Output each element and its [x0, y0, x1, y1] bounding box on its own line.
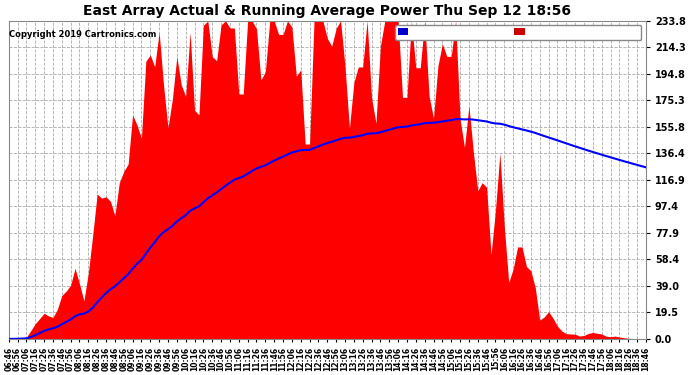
- Text: Copyright 2019 Cartronics.com: Copyright 2019 Cartronics.com: [9, 30, 157, 39]
- Legend: Average (DC Watts), East Array (DC Watts): Average (DC Watts), East Array (DC Watts…: [395, 25, 642, 40]
- Title: East Array Actual & Running Average Power Thu Sep 12 18:56: East Array Actual & Running Average Powe…: [83, 4, 571, 18]
